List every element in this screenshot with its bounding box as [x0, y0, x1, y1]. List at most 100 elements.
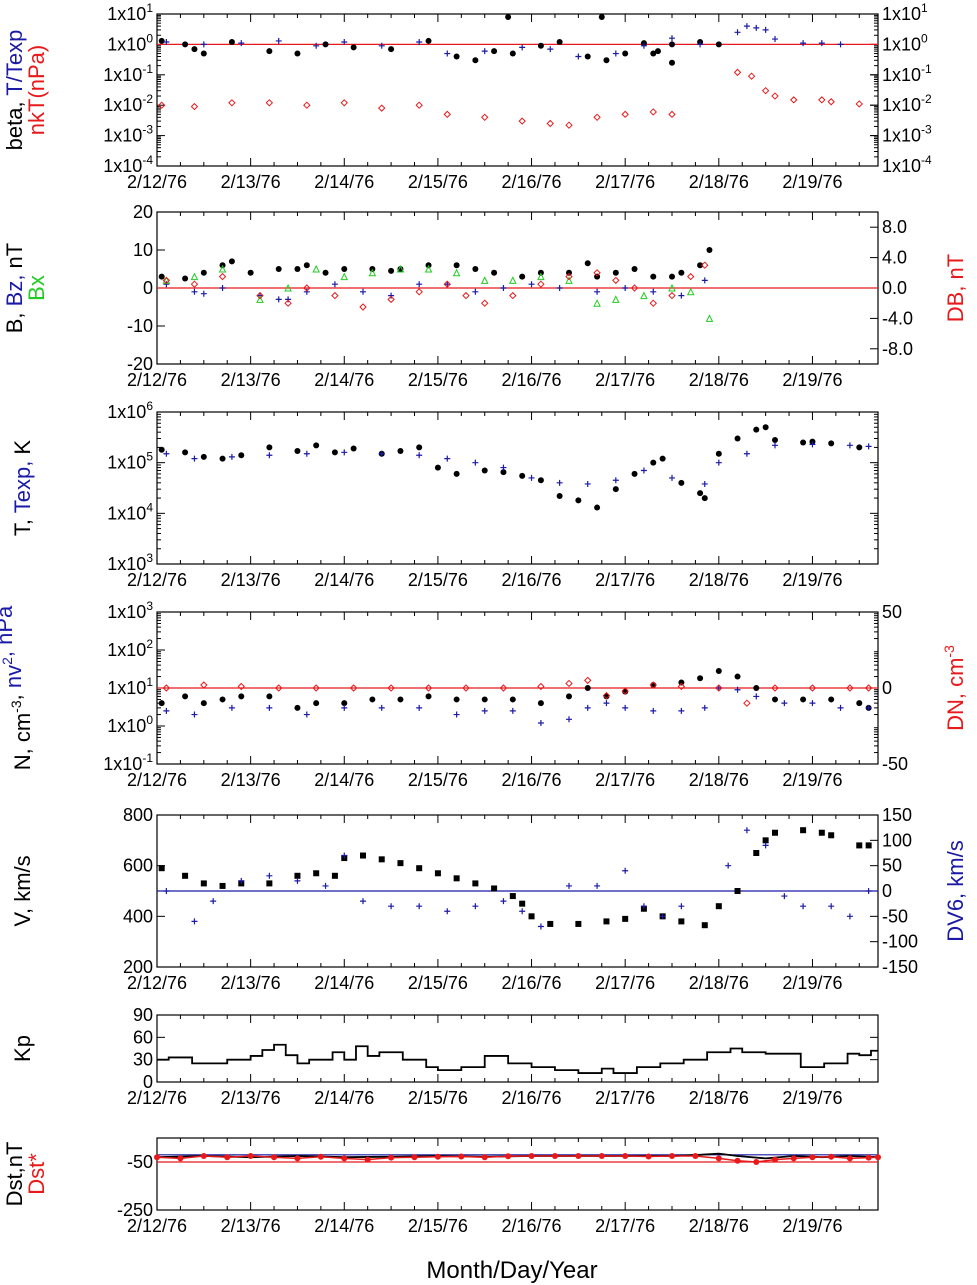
data-point-Dst* [790, 1155, 797, 1162]
data-point-Texp [191, 455, 198, 462]
data-point-Dst* [411, 1154, 418, 1161]
y-tick-label: 30 [133, 1050, 153, 1070]
data-point-DB [303, 284, 311, 292]
data-point-B [566, 269, 572, 276]
data-point-B [182, 275, 189, 282]
data-point-DN [771, 684, 779, 692]
data-point-V [575, 920, 582, 927]
data-point-B [669, 273, 675, 280]
y-axis-title-2: nkT(nPa) [24, 45, 49, 135]
x-tick-label: 2/15/76 [408, 570, 468, 590]
data-point-T/Texp [640, 42, 647, 49]
data-point-B [584, 260, 591, 267]
y-axis-title: Kp [10, 1035, 35, 1062]
data-point-N [715, 668, 722, 675]
data-point-DV6 [238, 877, 245, 884]
data-point-Bz [219, 285, 226, 291]
y2-tick-label: 1x100 [882, 31, 928, 54]
data-point-N [200, 700, 207, 707]
data-point-DN [200, 681, 208, 689]
y2-tick-label: -8.0 [882, 339, 913, 359]
data-point-N [603, 693, 610, 700]
data-point-DB [462, 291, 470, 300]
data-point-V [547, 920, 554, 927]
data-point-beta [294, 50, 301, 57]
data-point-nkT [621, 110, 629, 119]
y-tick-label: 1x10-4 [103, 153, 153, 176]
data-point-V [772, 829, 778, 836]
data-point-T [631, 470, 638, 477]
data-point-nv2 [378, 704, 385, 711]
x-tick-label: 2/15/76 [408, 770, 468, 790]
data-point-Dst* [846, 1155, 853, 1162]
data-point-T/Texp [163, 38, 170, 45]
data-point-nkT [228, 99, 236, 107]
y-axis-title-2: Bx [24, 275, 49, 301]
data-point-Dst* [865, 1154, 872, 1161]
x-tick-label: 2/14/76 [314, 570, 374, 590]
data-point-DN [499, 684, 508, 692]
data-point-T [594, 504, 601, 511]
data-point-DB [190, 280, 199, 288]
data-point-DN [584, 676, 592, 685]
x-tick-label: 2/13/76 [221, 973, 281, 993]
y-tick-label: 400 [123, 906, 153, 926]
data-point-DV6 [594, 882, 601, 889]
data-point-Bx [190, 272, 199, 281]
data-point-Texp [378, 450, 385, 457]
data-point-DN [312, 684, 320, 692]
data-point-DN [462, 684, 470, 692]
data-point-nkT [790, 96, 798, 104]
data-point-nv2 [341, 704, 348, 711]
y2-tick-label: 0 [882, 678, 892, 698]
data-point-N [856, 700, 863, 707]
x-tick-label: 2/17/76 [595, 770, 655, 790]
data-point-nkT [443, 110, 451, 119]
data-point-N [697, 675, 704, 682]
data-point-Dst* [364, 1156, 371, 1163]
data-point-Dst* [481, 1154, 488, 1161]
x-tick-label: 2/12/76 [127, 370, 187, 390]
data-point-N [313, 700, 320, 707]
data-point-Bz [528, 281, 535, 288]
data-point-Texp [715, 459, 722, 466]
data-point-V [865, 842, 872, 849]
data-point-B [612, 269, 619, 276]
data-point-DB [537, 280, 545, 288]
data-point-DB [331, 291, 339, 300]
data-point-nkT [546, 119, 554, 128]
data-point-beta [228, 38, 235, 45]
series-line-Kp [157, 1043, 878, 1074]
data-point-nv2 [416, 704, 423, 711]
data-point-DB [359, 303, 367, 311]
data-point-B [491, 269, 498, 276]
data-point-nv2 [566, 716, 572, 723]
x-tick-label: 2/19/76 [782, 973, 842, 993]
x-tick-label: 2/17/76 [595, 370, 655, 390]
data-point-DB [284, 299, 292, 307]
data-point-beta [425, 37, 432, 44]
data-point-Bx [668, 283, 676, 292]
data-point-T [650, 459, 657, 466]
panel-beta: 2/12/76 2/13/76 2/14/76 2/15/76 2/16/76 2/17/… [2, 1, 932, 192]
data-point-B [594, 273, 601, 280]
data-point-beta [491, 48, 498, 55]
data-point-DN [846, 684, 854, 692]
data-point-nkT [855, 100, 863, 108]
x-tick-label: 2/16/76 [502, 1088, 562, 1108]
y-tick-label: 1x103 [107, 551, 153, 574]
data-point-V [158, 865, 165, 872]
y-tick-label: 1x103 [107, 599, 153, 622]
data-point-nkT [771, 92, 779, 100]
x-tick-label: 2/13/76 [221, 1216, 281, 1236]
data-point-Bx [452, 268, 461, 277]
data-point-T/Texp [743, 23, 750, 30]
y-tick-label: 1x106 [107, 399, 153, 422]
x-tick-label: 2/14/76 [314, 370, 374, 390]
data-point-Dst* [772, 1156, 778, 1163]
data-point-beta [603, 57, 610, 64]
data-point-B [294, 266, 301, 272]
data-point-Bz [285, 296, 292, 303]
x-tick-label: 2/16/76 [502, 1216, 562, 1236]
data-point-N [341, 700, 348, 707]
